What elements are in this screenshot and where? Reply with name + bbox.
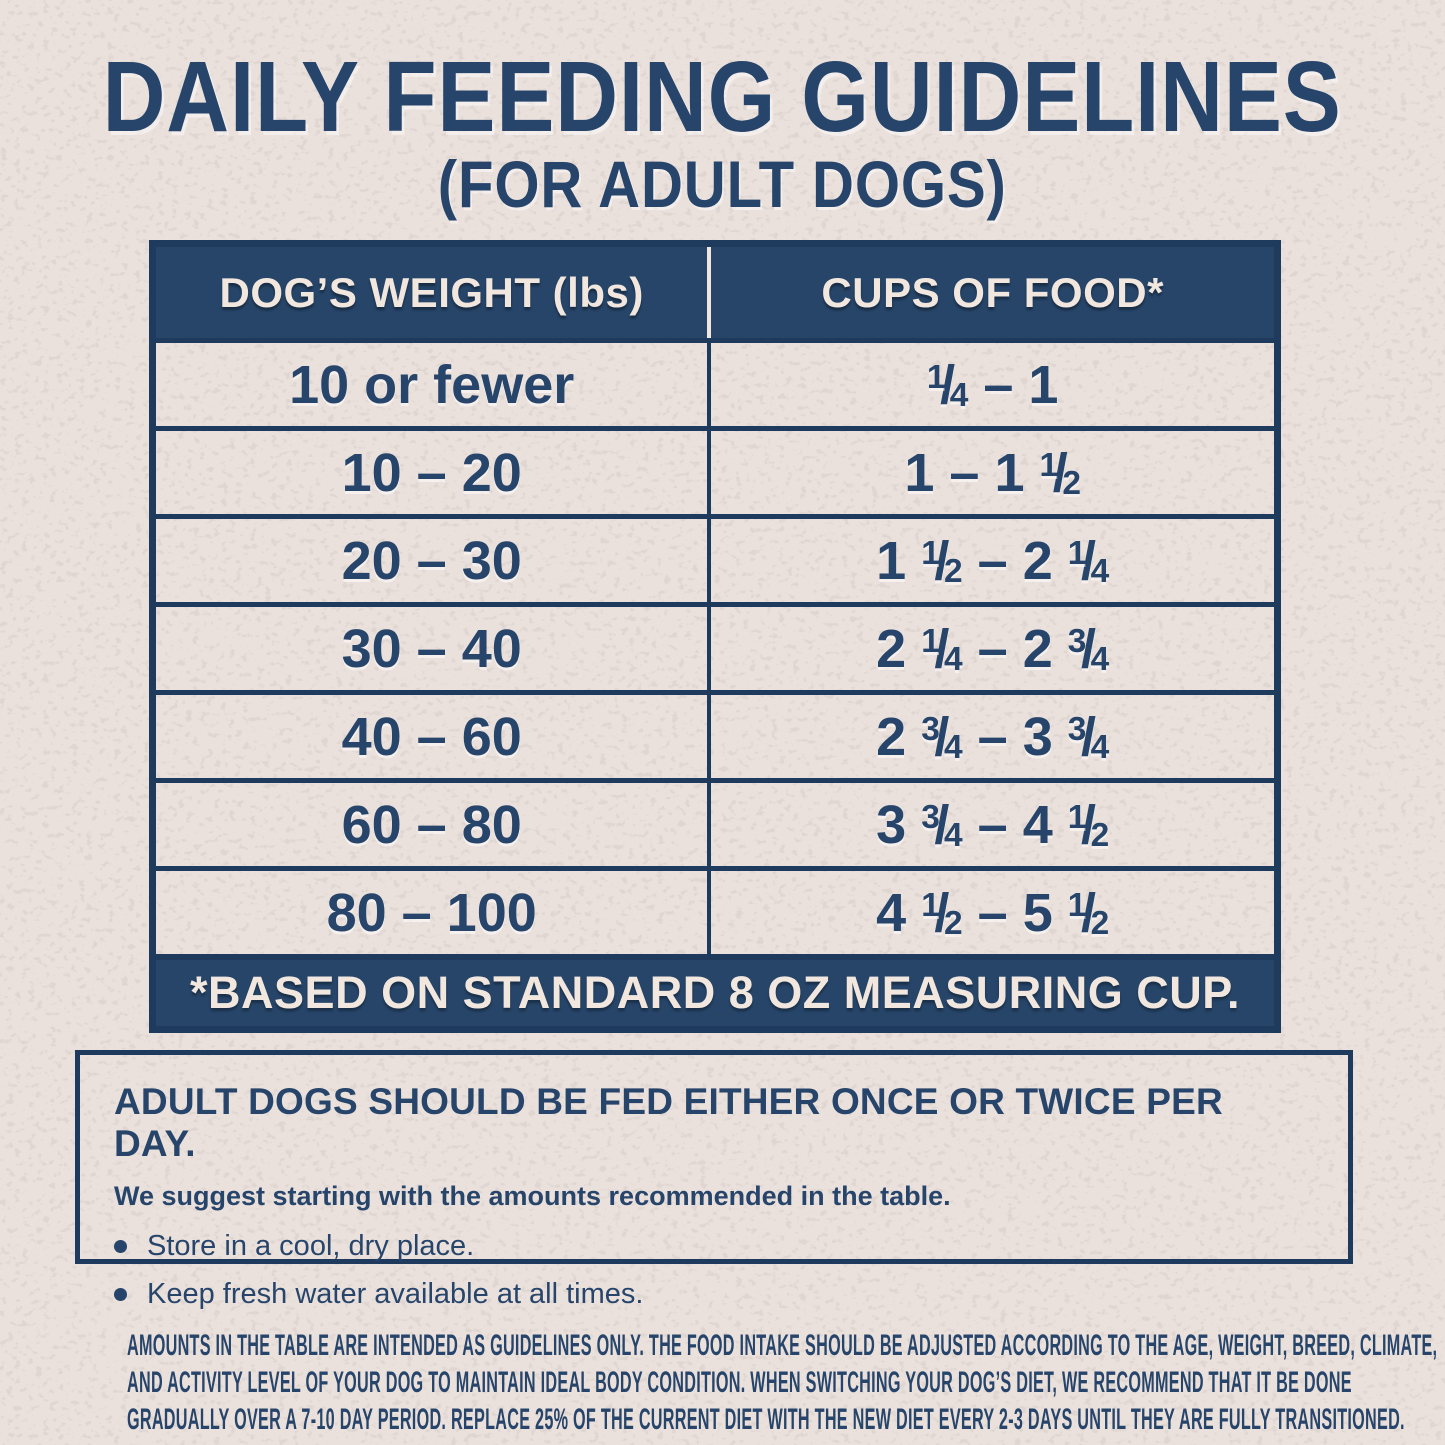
weight-cell: 60 – 80: [152, 778, 710, 869]
cups-cell: 1/4 – 1: [707, 338, 1278, 429]
table-header-row: DOG’S WEIGHT (lbs) CUPS OF FOOD*: [152, 243, 1278, 341]
instructions-headline: ADULT DOGS SHOULD BE FED EITHER ONCE OR …: [114, 1081, 1223, 1164]
table-row: 10 or fewer 1/4 – 1: [152, 338, 1278, 429]
table-row: 40 – 60 2 3/4 – 3 3/4: [152, 690, 1278, 781]
fraction: 1/2: [921, 530, 963, 591]
feeding-table-body: 10 or fewer 1/4 – 1 10 – 20 1 – 1 1/2 20 – 3…: [152, 338, 1278, 957]
fraction: 1/2: [921, 882, 963, 943]
col-header-cups: CUPS OF FOOD*: [707, 243, 1278, 341]
weight-cell: 80 – 100: [152, 866, 710, 957]
fraction: 1/4: [921, 618, 963, 679]
weight-cell: 40 – 60: [152, 690, 710, 781]
bullet-text: Store in a cool, dry place.: [147, 1230, 475, 1262]
weight-cell: 20 – 30: [152, 514, 710, 605]
fraction: 1/2: [1067, 882, 1110, 943]
weight-cell: 10 or fewer: [152, 338, 710, 429]
table-row: 30 – 40 2 1/4 – 2 3/4: [152, 602, 1278, 693]
feeding-table: DOG’S WEIGHT (lbs) CUPS OF FOOD* 10 or f…: [149, 240, 1281, 1033]
fine-print-line: AMOUNTS IN THE TABLE ARE INTENDED AS GUI…: [127, 1329, 1438, 1362]
fraction: 3/4: [921, 794, 963, 855]
instructions-bullet-list: Store in a cool, dry place. Keep fresh w…: [114, 1230, 1314, 1311]
table-row: 80 – 100 4 1/2 – 5 1/2: [152, 866, 1278, 957]
fraction: 3/4: [921, 706, 963, 767]
col-header-weight: DOG’S WEIGHT (lbs): [152, 243, 710, 341]
page-subtitle: (FOR ADULT DOGS): [437, 147, 1007, 221]
cups-cell: 2 3/4 – 3 3/4: [707, 690, 1278, 781]
instructions-subline: We suggest starting with the amounts rec…: [114, 1181, 951, 1211]
fraction: 1/4: [926, 354, 969, 415]
list-item: Keep fresh water available at all times.: [114, 1278, 1314, 1311]
cups-cell: 4 1/2 – 5 1/2: [707, 866, 1278, 957]
cups-cell: 3 3/4 – 4 1/2: [707, 778, 1278, 869]
fine-print: AMOUNTS IN THE TABLE ARE INTENDED AS GUI…: [127, 1327, 1445, 1438]
cups-cell: 1 – 1 1/2: [707, 426, 1278, 517]
weight-cell: 30 – 40: [152, 602, 710, 693]
fraction: 1/4: [1067, 530, 1110, 591]
fraction: 1/2: [1067, 794, 1110, 855]
table-row: 10 – 20 1 – 1 1/2: [152, 426, 1278, 517]
bullet-dot: [114, 1288, 127, 1301]
table-footnote-row: *BASED ON STANDARD 8 OZ MEASURING CUP.: [152, 954, 1278, 1030]
table-row: 20 – 30 1 1/2 – 2 1/4: [152, 514, 1278, 605]
weight-cell: 10 – 20: [152, 426, 710, 517]
fine-print-line: GRADUALLY OVER A 7-10 DAY PERIOD. REPLAC…: [127, 1403, 1405, 1436]
cups-cell: 2 1/4 – 2 3/4: [707, 602, 1278, 693]
fraction: 1/2: [1039, 442, 1081, 503]
cups-cell: 1 1/2 – 2 1/4: [707, 514, 1278, 605]
page-title: DAILY FEEDING GUIDELINES: [102, 41, 1343, 153]
table-row: 60 – 80 3 3/4 – 4 1/2: [152, 778, 1278, 869]
fraction: 3/4: [1067, 706, 1110, 767]
bullet-text: Keep fresh water available at all times.: [147, 1278, 644, 1310]
list-item: Store in a cool, dry place.: [114, 1230, 1314, 1263]
table-footnote: *BASED ON STANDARD 8 OZ MEASURING CUP.: [152, 954, 1278, 1030]
feeding-instructions-box: ADULT DOGS SHOULD BE FED EITHER ONCE OR …: [75, 1050, 1353, 1310]
fraction: 3/4: [1067, 618, 1110, 679]
fine-print-line: AND ACTIVITY LEVEL OF YOUR DOG TO MAINTA…: [127, 1366, 1352, 1399]
bullet-dot: [114, 1240, 127, 1253]
